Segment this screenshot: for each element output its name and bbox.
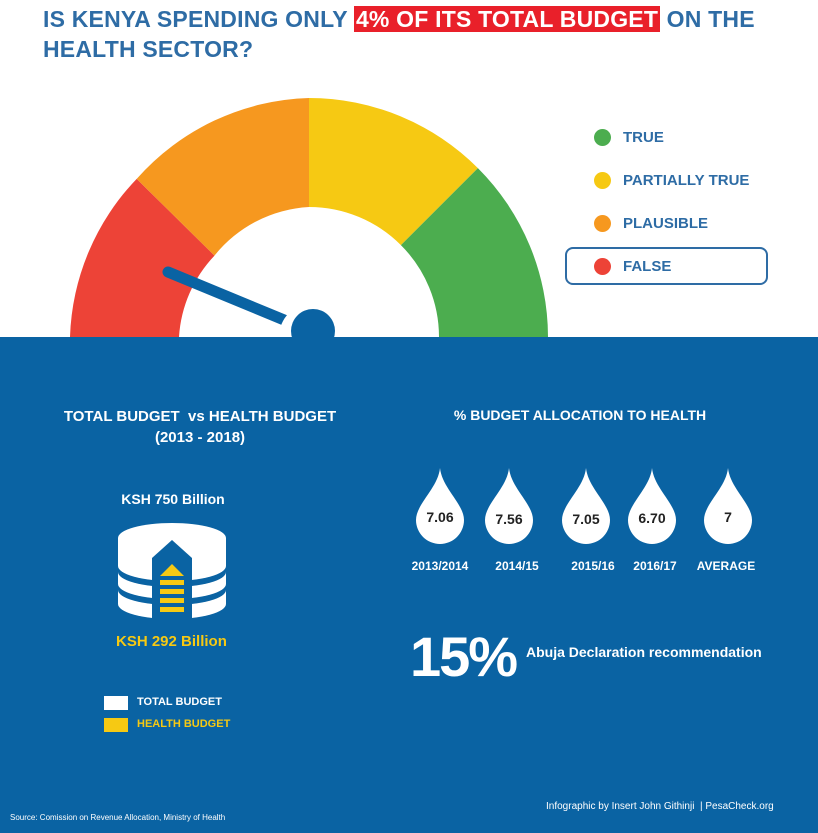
budget-heading: TOTAL BUDGET vs HEALTH BUDGET (2013 - 20… bbox=[20, 406, 380, 448]
legend-dot-green-icon bbox=[594, 128, 611, 146]
legend-dot-red-icon bbox=[594, 257, 611, 275]
drop-value-2015: 7.05 bbox=[572, 511, 600, 527]
drop-2015-icon bbox=[562, 468, 610, 544]
legend-dot-yellow-icon bbox=[594, 171, 611, 189]
legend-label-plausible: PLAUSIBLE bbox=[623, 214, 709, 232]
credit-note: Infographic by Insert John Githinji | Pe… bbox=[546, 801, 774, 812]
gauge-segment-true bbox=[400, 168, 548, 337]
drop-2013-icon bbox=[416, 468, 464, 544]
legend-label-false: FALSE bbox=[623, 257, 672, 275]
drop-value-2016: 6.70 bbox=[638, 510, 666, 526]
allocation-heading: % BUDGET ALLOCATION TO HEALTH bbox=[453, 407, 707, 423]
legend-label-partially-true: PARTIALLY TRUE bbox=[623, 171, 750, 189]
abuja-text: Abuja Declaration recommendation bbox=[526, 644, 762, 660]
truth-gauge bbox=[70, 98, 548, 371]
gauge-segment-partially-true bbox=[309, 98, 478, 246]
legend-selected-frame bbox=[565, 247, 768, 285]
drop-2016-icon bbox=[628, 468, 676, 544]
total-budget-label: KSH 750 Billion bbox=[121, 491, 225, 507]
drop-average-icon bbox=[704, 468, 752, 544]
year-label-2016: 2016/17 bbox=[633, 559, 677, 573]
gauge-segment-plausible bbox=[136, 98, 309, 256]
source-note: Source: Comission on Revenue Allocation,… bbox=[10, 813, 226, 822]
year-label-2013: 2013/2014 bbox=[411, 559, 469, 573]
drop-value-2013: 7.06 bbox=[426, 509, 454, 525]
page-title: IS KENYA SPENDING ONLY 4% OF ITS TOTAL B… bbox=[43, 4, 783, 64]
drop-value-average: 7 bbox=[724, 509, 732, 525]
legend-item-true: TRUE bbox=[594, 126, 664, 148]
title-part-2: ON THE HEALTH SECTOR? bbox=[43, 6, 755, 62]
legend-total-budget: TOTAL BUDGET bbox=[137, 696, 222, 708]
budget-heading-line-1: TOTAL BUDGET vs HEALTH BUDGET bbox=[63, 408, 337, 425]
budget-heading-line-2: (2013 - 2018) bbox=[154, 429, 246, 446]
legend-dot-orange-icon bbox=[594, 214, 611, 232]
title-highlight: 4% OF ITS TOTAL BUDGET bbox=[353, 6, 661, 32]
year-label-2014: 2014/15 bbox=[495, 559, 539, 573]
gauge-segment-false bbox=[70, 178, 215, 337]
year-label-average: AVERAGE bbox=[696, 559, 756, 573]
legend-item-partially-true: PARTIALLY TRUE bbox=[594, 169, 749, 191]
legend-item-false: FALSE bbox=[594, 255, 671, 277]
abuja-percent: 15% bbox=[410, 625, 518, 688]
health-budget-label: KSH 292 Billion bbox=[116, 633, 227, 650]
legend-swatch-health bbox=[104, 718, 128, 732]
legend-swatch-total bbox=[104, 696, 128, 710]
year-label-2015: 2015/16 bbox=[571, 559, 615, 573]
drop-2014-icon bbox=[485, 468, 533, 544]
coin-stack-icon bbox=[118, 523, 226, 620]
legend-label-true: TRUE bbox=[623, 128, 664, 146]
gauge-needle bbox=[162, 266, 312, 335]
legend-health-budget: HEALTH BUDGET bbox=[137, 718, 231, 730]
title-part-1: IS KENYA SPENDING ONLY bbox=[43, 6, 354, 32]
drop-value-2014: 7.56 bbox=[495, 511, 523, 527]
legend-item-plausible: PLAUSIBLE bbox=[594, 212, 708, 234]
